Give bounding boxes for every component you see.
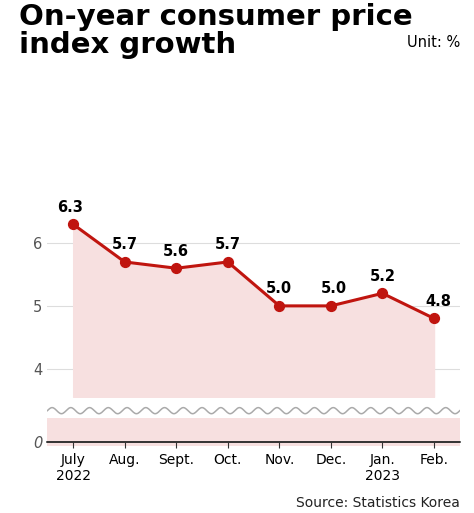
Point [69,220,77,228]
Text: 5.6: 5.6 [163,244,189,259]
Point [379,289,386,298]
Text: 4.8: 4.8 [425,294,451,309]
Text: 5.7: 5.7 [215,237,241,252]
Text: On-year consumer price: On-year consumer price [19,3,412,31]
Point [224,258,232,266]
Point [121,258,128,266]
Point [275,302,283,310]
Point [173,264,180,272]
Text: Unit: %: Unit: % [407,35,460,50]
Text: 5.7: 5.7 [112,237,138,252]
Text: index growth: index growth [19,31,236,59]
Text: 5.2: 5.2 [369,269,395,284]
Text: 6.3: 6.3 [57,200,83,214]
Point [327,302,335,310]
Text: Source: Statistics Korea: Source: Statistics Korea [296,497,460,510]
Text: 5.0: 5.0 [266,281,292,296]
Point [430,314,438,323]
Text: 5.0: 5.0 [320,281,347,296]
